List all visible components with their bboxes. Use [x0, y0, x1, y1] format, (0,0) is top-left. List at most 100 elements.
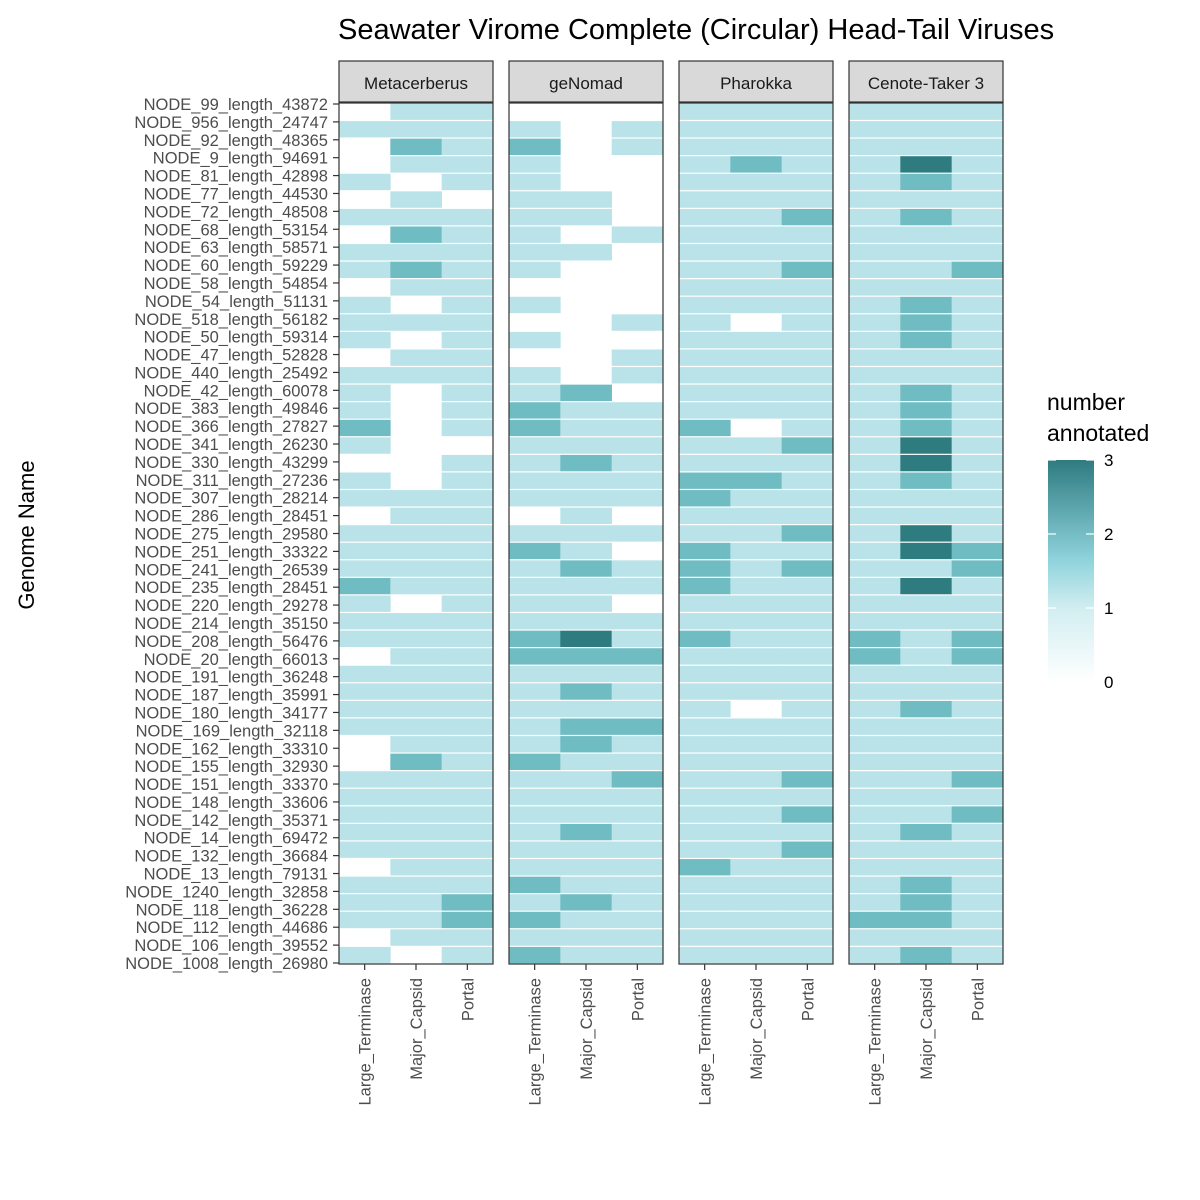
heatmap-cell: [339, 577, 391, 595]
y-tick-label: NODE_956_length_24747: [134, 114, 328, 132]
heatmap-cell: [441, 490, 494, 507]
heatmap-cell: [951, 103, 1004, 120]
heatmap-cell: [390, 806, 442, 823]
heatmap-cell: [441, 156, 494, 173]
heatmap-cell: [951, 402, 1004, 419]
heatmap-cell: [781, 806, 834, 823]
y-tick-label: NODE_60_length_59229: [144, 257, 328, 275]
heatmap-cell: [951, 296, 1004, 314]
heatmap-cell: [509, 630, 561, 648]
heatmap-cell: [781, 613, 834, 630]
heatmap-cell: [611, 437, 664, 454]
heatmap-cell: [849, 261, 901, 279]
heatmap-cell: [509, 208, 561, 226]
heatmap-cell: [509, 121, 561, 138]
heatmap-cell: [951, 314, 1004, 331]
heatmap-cell: [781, 244, 834, 261]
heatmap-cell: [441, 261, 494, 279]
heatmap-cell: [560, 595, 612, 612]
heatmap-cell: [509, 595, 561, 612]
heatmap-cell: [509, 859, 561, 876]
heatmap-cell: [951, 736, 1004, 753]
heatmap-cell: [730, 929, 782, 946]
heatmap-cell: [560, 490, 612, 507]
heatmap-cell: [679, 577, 731, 595]
heatmap-cell: [390, 753, 442, 771]
heatmap-cell: [560, 753, 612, 771]
heatmap-cell: [781, 771, 834, 788]
x-tick-label: Large_Terminase: [527, 978, 545, 1106]
heatmap-cell: [390, 525, 442, 542]
heatmap-cell: [951, 507, 1004, 525]
heatmap-cell: [390, 788, 442, 806]
heatmap-cell: [900, 560, 952, 577]
heatmap-cell: [849, 138, 901, 156]
y-tick-label: NODE_341_length_26230: [134, 436, 328, 454]
heatmap-cell: [781, 138, 834, 156]
heatmap-cell: [730, 507, 782, 525]
heatmap-cell: [730, 367, 782, 384]
heatmap-cell: [679, 788, 731, 806]
heatmap-cell: [849, 595, 901, 612]
panel-strip-label: geNomad: [549, 74, 623, 93]
heatmap-cell: [781, 367, 834, 384]
heatmap-cell: [679, 525, 731, 542]
heatmap-cell: [730, 841, 782, 858]
heatmap-cell: [509, 156, 561, 173]
heatmap-cell: [560, 700, 612, 718]
heatmap-cell: [679, 314, 731, 331]
heatmap-cell: [781, 648, 834, 665]
heatmap-cell: [849, 753, 901, 771]
heatmap-cell: [730, 911, 782, 929]
heatmap-cell: [679, 946, 731, 964]
heatmap-cell: [730, 472, 782, 489]
heatmap-cell: [679, 806, 731, 823]
heatmap-cell: [509, 525, 561, 542]
heatmap-cell: [849, 384, 901, 402]
heatmap-cell: [951, 859, 1004, 876]
heatmap-cell: [781, 718, 834, 735]
heatmap-cell: [849, 367, 901, 384]
heatmap-cell: [951, 138, 1004, 156]
heatmap-cell: [900, 665, 952, 683]
heatmap-cell: [560, 244, 612, 261]
heatmap-cell: [679, 226, 731, 243]
heatmap-cell: [781, 296, 834, 314]
heatmap-cell: [611, 454, 664, 472]
heatmap-cell: [849, 331, 901, 349]
heatmap-cell: [441, 718, 494, 735]
x-tick-label: Major_Capsid: [748, 978, 766, 1080]
heatmap-cell: [730, 296, 782, 314]
panel-strip-label: Pharokka: [720, 74, 792, 93]
heatmap-cell: [560, 402, 612, 419]
heatmap-cell: [730, 226, 782, 243]
heatmap-cell: [951, 753, 1004, 771]
heatmap-cell: [781, 595, 834, 612]
heatmap-cell: [900, 296, 952, 314]
heatmap-cell: [390, 700, 442, 718]
heatmap-cell: [339, 771, 391, 788]
heatmap-cell: [679, 490, 731, 507]
heatmap-cell: [849, 191, 901, 208]
heatmap-cell: [781, 191, 834, 208]
heatmap-cell: [849, 718, 901, 735]
heatmap-cell: [849, 648, 901, 665]
heatmap-cell: [441, 560, 494, 577]
heatmap-cell: [849, 665, 901, 683]
heatmap-cell: [781, 402, 834, 419]
heatmap-cell: [679, 191, 731, 208]
heatmap-cell: [679, 261, 731, 279]
heatmap-cell: [730, 542, 782, 560]
heatmap-cell: [730, 859, 782, 876]
heatmap-cell: [951, 560, 1004, 577]
heatmap-cell: [611, 946, 664, 964]
heatmap-cell: [900, 595, 952, 612]
heatmap-cell: [849, 490, 901, 507]
heatmap-cell: [951, 437, 1004, 454]
panel-strip: [848, 60, 1004, 103]
heatmap-cell: [730, 138, 782, 156]
heatmap-cell: [679, 560, 731, 577]
heatmap-cell: [951, 700, 1004, 718]
heatmap-cell: [560, 771, 612, 788]
heatmap-cell: [951, 279, 1004, 296]
